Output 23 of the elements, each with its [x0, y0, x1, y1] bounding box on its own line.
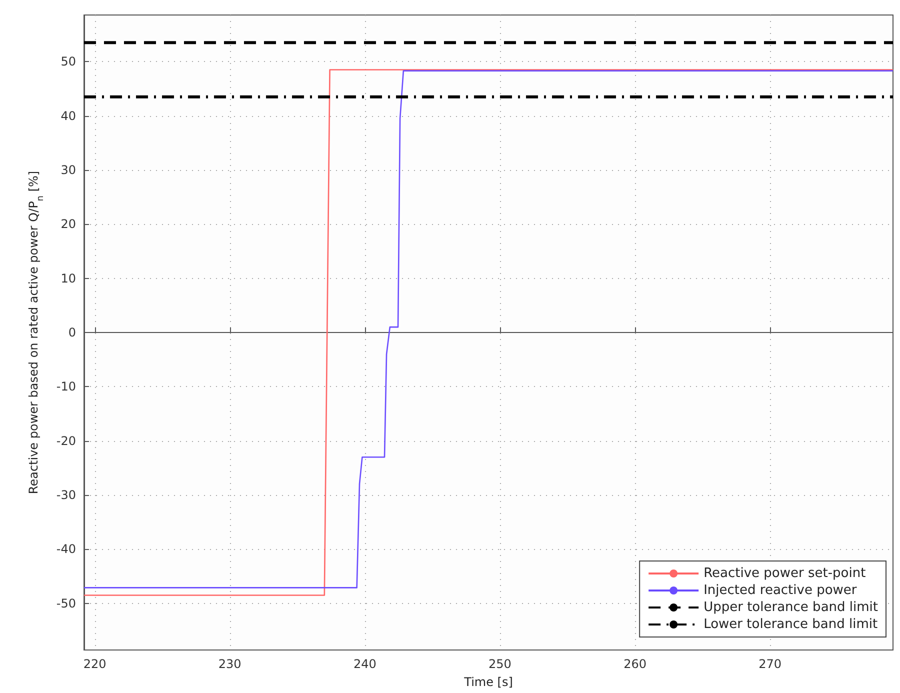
y-tick-label: -50 — [56, 596, 76, 610]
y-tick-label: -40 — [56, 542, 76, 556]
legend-label: Lower tolerance band limit — [704, 617, 878, 632]
x-tick-label: 230 — [218, 657, 242, 671]
y-tick-label: 40 — [60, 108, 76, 123]
y-axis-title: Reactive power based on rated active power Q/Pn [%] — [26, 170, 46, 494]
y-tick-label: 10 — [60, 271, 76, 286]
y-tick-label: 20 — [60, 217, 76, 232]
y-tick-label: -10 — [56, 380, 76, 394]
x-tick-label: 270 — [758, 657, 782, 671]
x-tick-label: 250 — [488, 657, 512, 671]
x-tick-label: 220 — [83, 657, 106, 671]
x-tick-label: 240 — [353, 657, 376, 671]
legend-label: Injected reactive power — [704, 583, 858, 598]
legend-label: Reactive power set-point — [704, 566, 866, 581]
y-tick-label: 0 — [68, 326, 76, 340]
y-tick-label: -30 — [56, 488, 76, 502]
x-axis-title: Time [s] — [463, 675, 513, 689]
y-tick-label: 30 — [60, 162, 76, 177]
y-tick-label: 50 — [60, 54, 76, 69]
legend-label: Upper tolerance band limit — [704, 600, 878, 615]
y-tick-label: -20 — [56, 434, 76, 448]
x-tick-label: 260 — [624, 657, 646, 671]
